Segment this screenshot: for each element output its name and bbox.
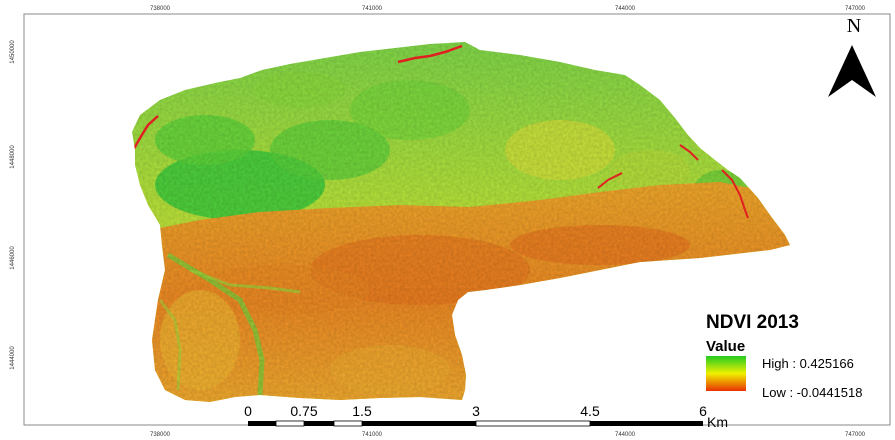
- north-arrow-icon: [828, 45, 876, 97]
- scale-segment: [362, 421, 476, 426]
- scale-label: 4.5: [580, 403, 600, 419]
- y-tick-left: 1444000: [10, 346, 16, 370]
- scale-segment: [275, 420, 305, 427]
- legend-high-label: High : 0.425166: [762, 356, 854, 371]
- scale-label: 0.75: [290, 403, 317, 419]
- legend-low-label: Low : -0.0441518: [762, 385, 862, 400]
- x-tick-top: 741000: [362, 6, 383, 12]
- legend: NDVI 2013 Value High : 0.425166 Low : -0…: [706, 312, 862, 400]
- x-tick-bottom: 744000: [615, 432, 636, 438]
- scale-label: 0: [244, 403, 252, 419]
- x-tick-bottom: 741000: [362, 432, 383, 438]
- scale-unit: Km: [707, 414, 728, 430]
- map-title: NDVI 2013: [706, 312, 799, 333]
- y-tick-left: 1450000: [10, 40, 16, 64]
- frame-ticks: 738000 741000 744000 747000 738000 74100…: [10, 6, 866, 438]
- y-tick-left: 1446000: [10, 246, 16, 270]
- x-tick-top: 744000: [615, 6, 636, 12]
- scale-segment: [590, 421, 703, 426]
- north-arrow: N: [828, 15, 876, 97]
- scale-segment: [304, 421, 334, 426]
- legend-heading: Value: [706, 338, 745, 355]
- scale-label: 6: [699, 403, 707, 419]
- x-tick-bottom: 738000: [150, 432, 171, 438]
- x-tick-top: 738000: [150, 6, 171, 12]
- scale-bar: 0 0.75 1.5 3 4.5 6 Km: [244, 403, 728, 430]
- legend-color-ramp: [706, 356, 746, 391]
- scale-label: 3: [472, 403, 480, 419]
- x-tick-bottom: 747000: [845, 432, 866, 438]
- y-tick-left: 1448000: [10, 145, 16, 169]
- x-tick-top: 747000: [845, 6, 866, 12]
- scale-label: 1.5: [352, 403, 372, 419]
- scale-segment: [248, 421, 276, 426]
- scale-segment: [333, 420, 363, 427]
- scale-segment: [475, 420, 591, 427]
- north-label: N: [847, 15, 861, 37]
